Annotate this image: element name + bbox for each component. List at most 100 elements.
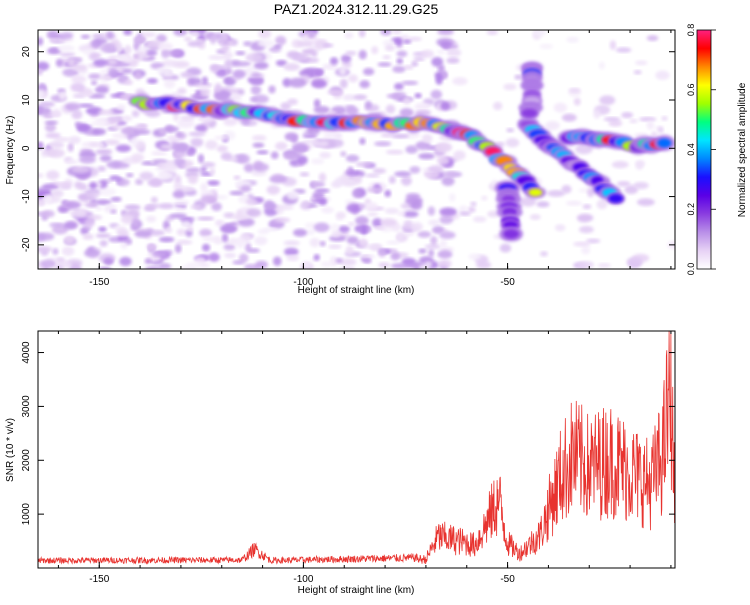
snr-ticks: -150 -100 -50 4000 3000 2000 1000 [21,331,675,585]
spectrogram-cell [438,259,452,269]
spectrogram-cell [88,73,102,80]
spectrogram-cell [196,85,210,91]
y-tick-label: 4000 [21,341,32,364]
spectrogram-cell [202,236,220,242]
spectrogram-cell [91,52,102,59]
x-tick-label: -50 [500,277,515,288]
y-tick-label: -10 [21,189,32,204]
spectrogram-cell [321,206,334,214]
spectrogram-cell [329,57,339,66]
spectrogram-cell [134,230,152,238]
spectrogram-cell [97,165,106,172]
spectrogram-cell [269,175,287,184]
spectrogram-cell [636,198,655,207]
spectrogram-cell [243,163,255,173]
spectrogram-cell [391,134,409,139]
spectrogram-cell [646,120,655,130]
spectrogram-cell [52,248,59,255]
spectrogram-cell [158,236,175,243]
spectrogram-cell [340,151,347,157]
spectrogram-cell [578,225,594,234]
spectrogram-cell [359,203,366,210]
spectrogram-cell [94,38,108,45]
spectrogram-cell [441,176,455,187]
spectrogram-cell [223,118,237,127]
spectrogram-cell [599,95,616,106]
spectrogram-cell [291,142,309,153]
spectrogram-cell [414,110,432,116]
spectrogram-cell [428,249,435,257]
spectrogram-cell [414,92,422,99]
spectrogram-cell [346,203,363,213]
spectrogram-cell [44,122,57,133]
spectrogram-cell [172,190,186,199]
spectrogram-cell [224,77,236,86]
spectrogram-cell [240,185,252,192]
spectrogram-cell [55,263,63,269]
y-tick-label: -20 [21,237,32,252]
spectrogram-cell [78,155,96,164]
spectrogram-cell [506,128,515,133]
spectrogram-cell [520,196,537,207]
spectrogram-cell [69,263,82,269]
spectrogram-cell [371,46,379,55]
spectrogram-cell [435,74,443,85]
spectrogram-cell [272,256,282,266]
spectrogram-cell [268,85,276,94]
spectrogram-cell [440,70,448,80]
spectrogram-cell [201,76,208,85]
spectrogram-cell [38,83,46,92]
spectrogram-cell [116,120,127,126]
spectrogram-cell [93,58,108,67]
spectrogram-cell [180,71,193,78]
spectrogram-cell [263,199,275,210]
spectrogram-cell [249,97,258,102]
spectrogram-cell [103,258,114,265]
spectrogram-cell [53,137,71,142]
spectrogram-cell [633,70,642,75]
spectrogram-cell [245,53,263,63]
spectrogram-cell [468,253,482,260]
spectrogram-cell [58,91,66,100]
x-tick-label: -100 [293,277,313,288]
spectrogram-cell [251,170,267,177]
spectrogram-cell [38,106,52,116]
spectrogram-cell [46,30,59,38]
spectrogram-cell [243,41,253,47]
spectrogram-cell [80,34,91,39]
spectrogram-cell [646,35,659,42]
spectrogram-cell [318,198,327,206]
spectrogram-cell [86,192,100,199]
spectrogram-cell [119,256,132,267]
spectrogram-cell [111,133,128,139]
spectrogram-cell [229,190,245,196]
spectrogram-cell [257,39,276,48]
spectrogram-cell [84,248,101,258]
spectrogram-cell [173,157,186,167]
spectrogram-cell [232,260,245,265]
spectrogram-cell [438,30,453,34]
spectrogram-cell [146,215,157,223]
spectrogram-cell [380,218,398,227]
spectrogram-cell [67,142,74,152]
spectrogram-cell [72,64,88,72]
spectrogram-cell [145,203,160,209]
spectrogram-cell [225,67,233,75]
spectrogram-cell [439,207,457,217]
spectrogram-cell [286,254,300,262]
spectrogram-cell [107,59,118,65]
spectrogram-cell [287,98,298,106]
spectrogram-cell [566,36,579,43]
spectrogram-cell [615,47,632,53]
spectrogram-cell [582,204,592,210]
spectrogram-cell [367,212,379,217]
spectrogram-cell [150,196,158,204]
spectrogram-cell [608,194,624,203]
spectrogram-cell [139,171,154,181]
spectrogram-cell [41,194,54,204]
spectrogram-cell [176,228,187,236]
spectrogram-cell [283,63,300,71]
spectrogram-cell [301,48,315,55]
spectrogram-cell [390,263,409,269]
spectrogram-cell [46,170,60,180]
